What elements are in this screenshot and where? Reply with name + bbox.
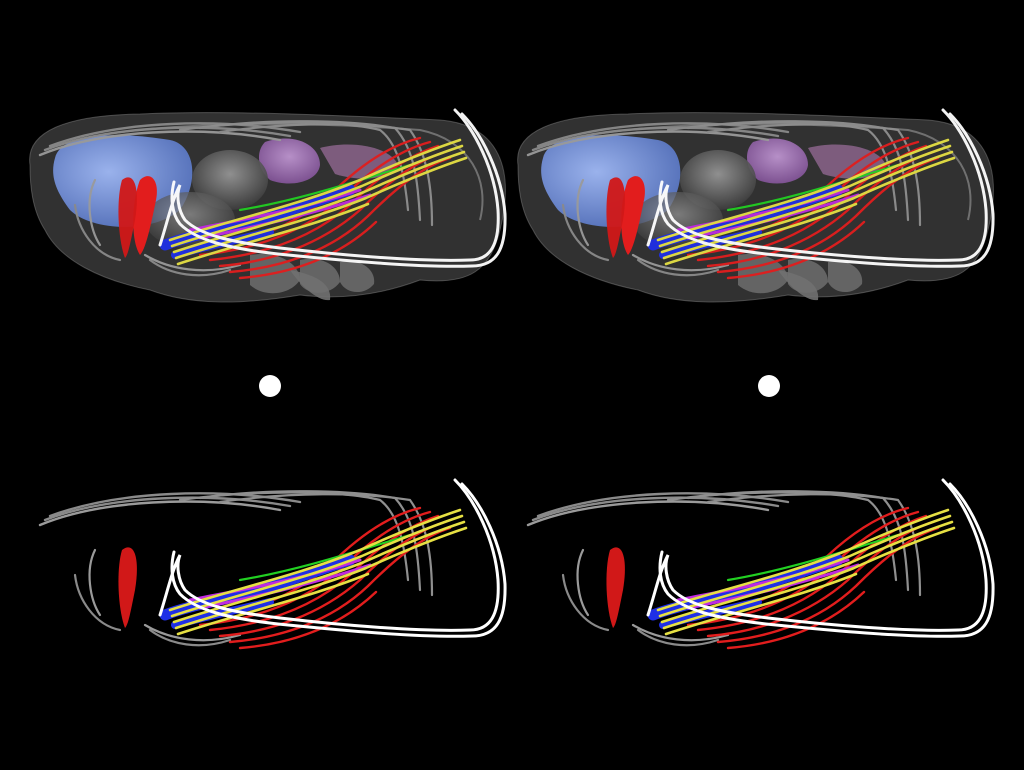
fixation-dot-right (758, 375, 780, 397)
fiber-tracts (528, 480, 993, 648)
surface-render-left (28, 70, 512, 303)
fixation-dot-left (259, 375, 281, 397)
tract-render-right (488, 440, 1000, 770)
surface-render-right (516, 70, 1000, 303)
fiber-tracts (40, 480, 505, 648)
tract-render-left (0, 440, 512, 770)
